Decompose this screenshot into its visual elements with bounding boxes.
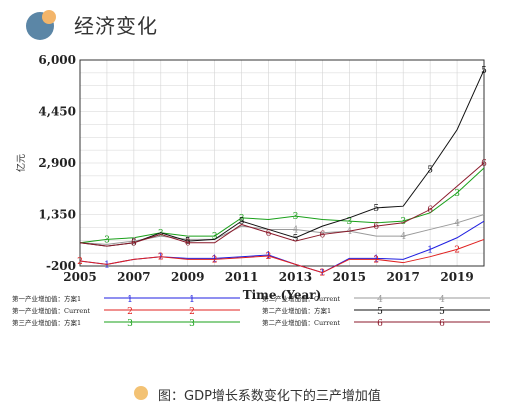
series-marker-2: 2: [158, 253, 164, 263]
x-tick-label: 2005: [63, 270, 96, 284]
series-marker-4: 4: [185, 235, 191, 245]
series-marker-3: 3: [400, 217, 406, 227]
y-tick-label: 4,450: [38, 105, 76, 119]
series-marker-1: 1: [104, 260, 110, 270]
series-marker-3: 3: [293, 212, 299, 222]
series-line-3: [79, 167, 485, 244]
legend-marker-4: 4: [377, 295, 383, 305]
y-axis-label: 亿元: [15, 154, 27, 172]
series-marker-3: 3: [239, 214, 245, 224]
series-marker-4: 4: [454, 219, 460, 229]
series-marker-5: 5: [427, 166, 433, 176]
series-marker-6: 6: [373, 222, 379, 232]
x-tick-label: 2009: [171, 270, 204, 284]
series-marker-1: 1: [427, 245, 433, 255]
series-marker-4: 4: [346, 227, 352, 237]
series-marker-4: 4: [400, 232, 406, 242]
series-marker-5: 5: [131, 239, 137, 249]
series-marker-6: 6: [185, 239, 191, 249]
y-tick-label: 1,350: [38, 208, 76, 222]
series-marker-2: 2: [212, 255, 218, 265]
legend-marker-3: 3: [127, 319, 133, 329]
x-tick-label: 2017: [386, 270, 419, 284]
legend-label-6: 第二产业增加值：Current: [262, 318, 340, 327]
x-tick-label: 2015: [333, 270, 366, 284]
legend-marker-2: 2: [127, 307, 133, 317]
x-axis-label: Time (Year): [243, 288, 322, 302]
legend-marker-2: 2: [189, 307, 195, 317]
legend-label-4: 第二产业增加值：Current: [262, 294, 340, 303]
caption-text: 图：GDP增长系数变化下的三产增加值: [158, 389, 381, 404]
series-marker-3: 3: [158, 229, 164, 239]
page-title: 经济变化: [74, 14, 158, 38]
series-marker-6: 6: [131, 239, 137, 249]
y-tick-label: -200: [46, 259, 76, 273]
logo-accent-icon: [42, 10, 56, 24]
series-marker-2: 2: [320, 269, 326, 279]
chart: 6,000 4,450 2,900 1,350 -200 2005 2007 2009 2011…: [0, 48, 512, 348]
series-marker-4: 4: [293, 225, 299, 235]
legend-marker-3: 3: [189, 319, 195, 329]
series-marker-2: 2: [77, 257, 83, 267]
series-marker-1: 1: [320, 269, 326, 279]
series-marker-3: 3: [346, 217, 352, 227]
y-tick-label: 6,000: [38, 53, 76, 67]
caption: 图：GDP增长系数变化下的三产增加值: [0, 382, 512, 406]
series-marker-6: 6: [320, 230, 326, 240]
series-marker-5: 5: [373, 204, 379, 214]
series-marker-5: 5: [293, 234, 299, 244]
series-line-6: [79, 162, 485, 247]
legend-marker-6: 6: [377, 319, 383, 329]
series-marker-2: 2: [373, 255, 379, 265]
x-tick-label: 2013: [279, 270, 312, 284]
series-marker-1: 1: [158, 253, 164, 263]
series-marker-2: 2: [454, 245, 460, 255]
legend-label-2: 第一产业增加值：Current: [12, 306, 90, 315]
series-marker-6: 6: [266, 229, 272, 239]
series-marker-6: 6: [481, 159, 487, 169]
legend-label-3: 第三产业增加值：方案1: [12, 318, 81, 327]
legend-marker-5: 5: [377, 307, 383, 317]
legend-marker-6: 6: [439, 319, 445, 329]
caption-dot-icon: [134, 386, 148, 400]
series-marker-6: 6: [427, 206, 433, 216]
series-marker-5: 5: [185, 237, 191, 247]
header: 经济变化: [0, 0, 512, 52]
x-tick-label: 2007: [117, 270, 150, 284]
legend-label-5: 第二产业增加值：方案1: [262, 306, 331, 315]
series-line-1: [79, 220, 485, 274]
series-line-5: [79, 69, 485, 247]
series-line-2: [79, 238, 485, 274]
legend-marker-5: 5: [439, 307, 445, 317]
series-marker-3: 3: [104, 235, 110, 245]
legend-label-1: 第一产业增加值：方案1: [12, 294, 81, 303]
series-marker-2: 2: [266, 252, 272, 262]
series-marker-3: 3: [212, 232, 218, 242]
x-tick-label: 2019: [440, 270, 473, 284]
x-tick-label: 2011: [225, 270, 258, 284]
legend-marker-1: 1: [127, 295, 133, 305]
series-marker-5: 5: [239, 217, 245, 227]
y-tick-label: 2,900: [38, 156, 76, 170]
series-marker-3: 3: [454, 189, 460, 199]
legend-marker-1: 1: [189, 295, 195, 305]
legend-marker-4: 4: [439, 295, 445, 305]
series-marker-5: 5: [481, 66, 487, 76]
series-marker-4: 4: [131, 237, 137, 247]
